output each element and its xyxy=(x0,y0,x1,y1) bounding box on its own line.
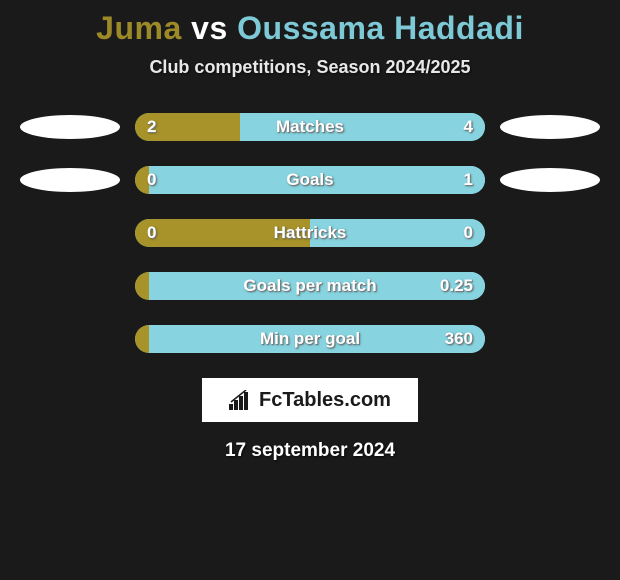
stat-value-right: 360 xyxy=(445,325,473,353)
ellipse-icon xyxy=(20,115,120,139)
stat-row: Goals0 1 xyxy=(0,166,620,194)
stat-bar: Min per goal360 xyxy=(135,325,485,353)
stat-bar: Goals0 1 xyxy=(135,166,485,194)
date-label: 17 september 2024 xyxy=(0,440,620,462)
title-player2: Oussama Haddadi xyxy=(237,10,524,46)
stat-bar: Goals per match0.25 xyxy=(135,272,485,300)
stat-value-right: 1 xyxy=(464,166,473,194)
stats-rows: Matches24Goals01Hattricks00Goals per mat… xyxy=(0,113,620,353)
ellipse-icon xyxy=(500,168,600,192)
stat-bar: Hattricks0 0 xyxy=(135,219,485,247)
stat-row: Goals per match0.25 xyxy=(0,272,620,300)
ellipse-icon xyxy=(20,168,120,192)
stat-label: Matches xyxy=(135,113,485,141)
subtitle: Club competitions, Season 2024/2025 xyxy=(0,57,620,78)
stat-label: Goals xyxy=(135,166,485,194)
left-placeholder xyxy=(15,272,125,300)
stat-value-left: 0 xyxy=(147,166,156,194)
stat-label: Min per goal xyxy=(135,325,485,353)
title-vs: vs xyxy=(191,10,228,46)
title-player1: Juma xyxy=(96,10,182,46)
stat-row: Min per goal360 xyxy=(0,325,620,353)
stat-value-left: 2 xyxy=(147,113,156,141)
stat-label: Hattricks xyxy=(135,219,485,247)
left-placeholder xyxy=(15,113,125,141)
right-placeholder xyxy=(495,219,605,247)
logo: FcTables.com xyxy=(229,389,391,412)
right-placeholder xyxy=(495,325,605,353)
ellipse-icon xyxy=(500,115,600,139)
stat-value-right: 0 xyxy=(464,219,473,247)
right-placeholder xyxy=(495,166,605,194)
left-placeholder xyxy=(15,166,125,194)
stat-value-right: 4 xyxy=(464,113,473,141)
bars-icon xyxy=(229,390,253,410)
stat-row: Matches2 4 xyxy=(0,113,620,141)
page-title: Juma vs Oussama Haddadi xyxy=(0,10,620,47)
stat-bar: Matches2 4 xyxy=(135,113,485,141)
comparison-container: Juma vs Oussama Haddadi Club competition… xyxy=(0,0,620,472)
right-placeholder xyxy=(495,113,605,141)
left-placeholder xyxy=(15,219,125,247)
logo-box: FcTables.com xyxy=(202,378,418,422)
stat-row: Hattricks0 0 xyxy=(0,219,620,247)
left-placeholder xyxy=(15,325,125,353)
logo-text: FcTables.com xyxy=(259,389,391,412)
right-placeholder xyxy=(495,272,605,300)
stat-value-left: 0 xyxy=(147,219,156,247)
stat-label: Goals per match xyxy=(135,272,485,300)
stat-value-right: 0.25 xyxy=(440,272,473,300)
